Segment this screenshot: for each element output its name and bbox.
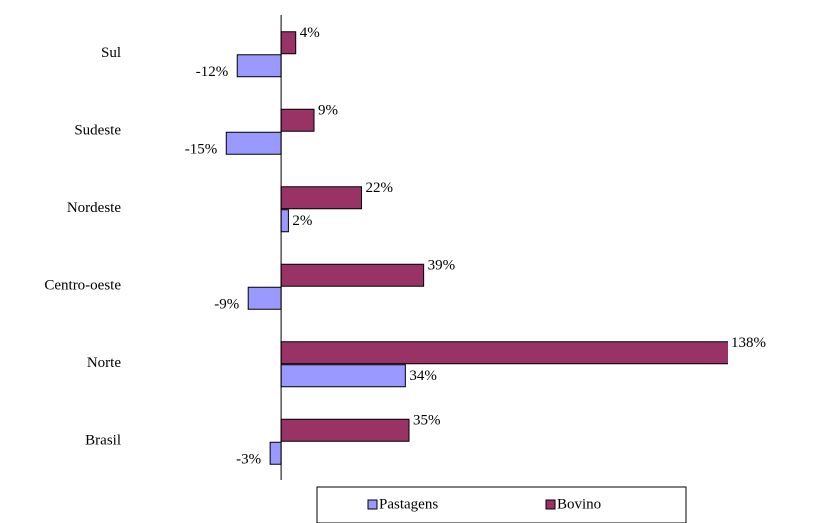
data-label: 138% [731,335,766,351]
data-label: 35% [413,413,441,429]
y-tick-label: Nordeste [67,200,121,216]
data-label: -12% [196,64,229,80]
legend-swatch [367,499,378,510]
bar [280,31,297,55]
y-tick-label: Centro-oeste [44,278,121,294]
y-tick-label: Sudeste [74,123,121,139]
bar [280,418,410,442]
bar [236,54,282,78]
bar [280,209,289,233]
data-label: -3% [236,452,261,468]
bar [280,108,315,132]
data-label: -9% [214,297,239,313]
data-label: 2% [292,213,312,229]
data-label: 9% [318,103,338,119]
bar [225,131,282,155]
y-tick-label: Brasil [85,433,121,449]
y-tick-label: Norte [87,355,121,371]
bar [247,286,282,310]
bar [280,263,425,287]
bar [280,186,363,210]
bar [280,341,728,365]
plot-area [225,31,728,465]
legend-swatch [545,499,556,510]
legend-box [316,486,687,523]
data-label: -15% [185,142,218,158]
y-tick-label: Sul [101,45,121,61]
data-label: 34% [409,368,437,384]
data-label: 4% [300,25,320,41]
bar [269,441,282,465]
data-label: 22% [366,180,394,196]
data-label: 39% [428,258,456,274]
bar [280,364,406,388]
legend-label: Bovino [557,496,601,512]
legend-label: Pastagens [379,496,438,512]
